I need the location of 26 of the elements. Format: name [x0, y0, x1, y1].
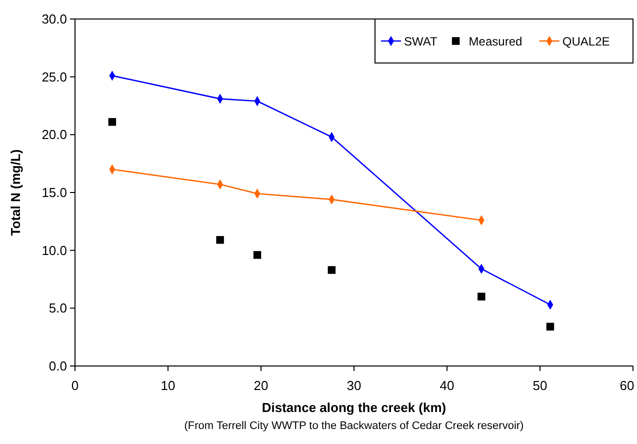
- legend-label: QUAL2E: [562, 34, 610, 48]
- y-tick-label: 10.0: [42, 242, 67, 258]
- point: [478, 292, 486, 300]
- x-tick-label: 10: [160, 378, 176, 393]
- y-tick-label: 30.0: [42, 12, 67, 26]
- x-axis-title: Distance along the creek (km): [262, 400, 446, 415]
- legend-label: SWAT: [404, 34, 438, 48]
- y-tick-label: 0.0: [48, 358, 67, 374]
- x-tick-label: 0: [71, 378, 79, 393]
- point: [216, 236, 224, 244]
- x-tick-label: 50: [532, 378, 548, 393]
- point: [546, 322, 554, 331]
- point: [328, 266, 336, 274]
- x-tick-label: 30: [346, 378, 362, 393]
- y-tick-label: 15.0: [42, 185, 67, 200]
- point: [253, 251, 262, 259]
- x-tick-label: 20: [254, 378, 268, 393]
- x-tick-label: 60: [620, 378, 634, 393]
- text: (From Terrell City WWTP to the Backwaters of Cedar Creek reservoir): [184, 420, 524, 432]
- point: [108, 118, 116, 126]
- y-axis-title: Total N (mg/L): [8, 149, 23, 236]
- x-tick-label: 40: [440, 378, 454, 393]
- y-tick-label: 20.0: [42, 127, 67, 142]
- y-tick-label: 25.0: [42, 69, 67, 84]
- y-tick-label: 5.0: [48, 300, 67, 316]
- legend-label: Measured: [468, 34, 522, 48]
